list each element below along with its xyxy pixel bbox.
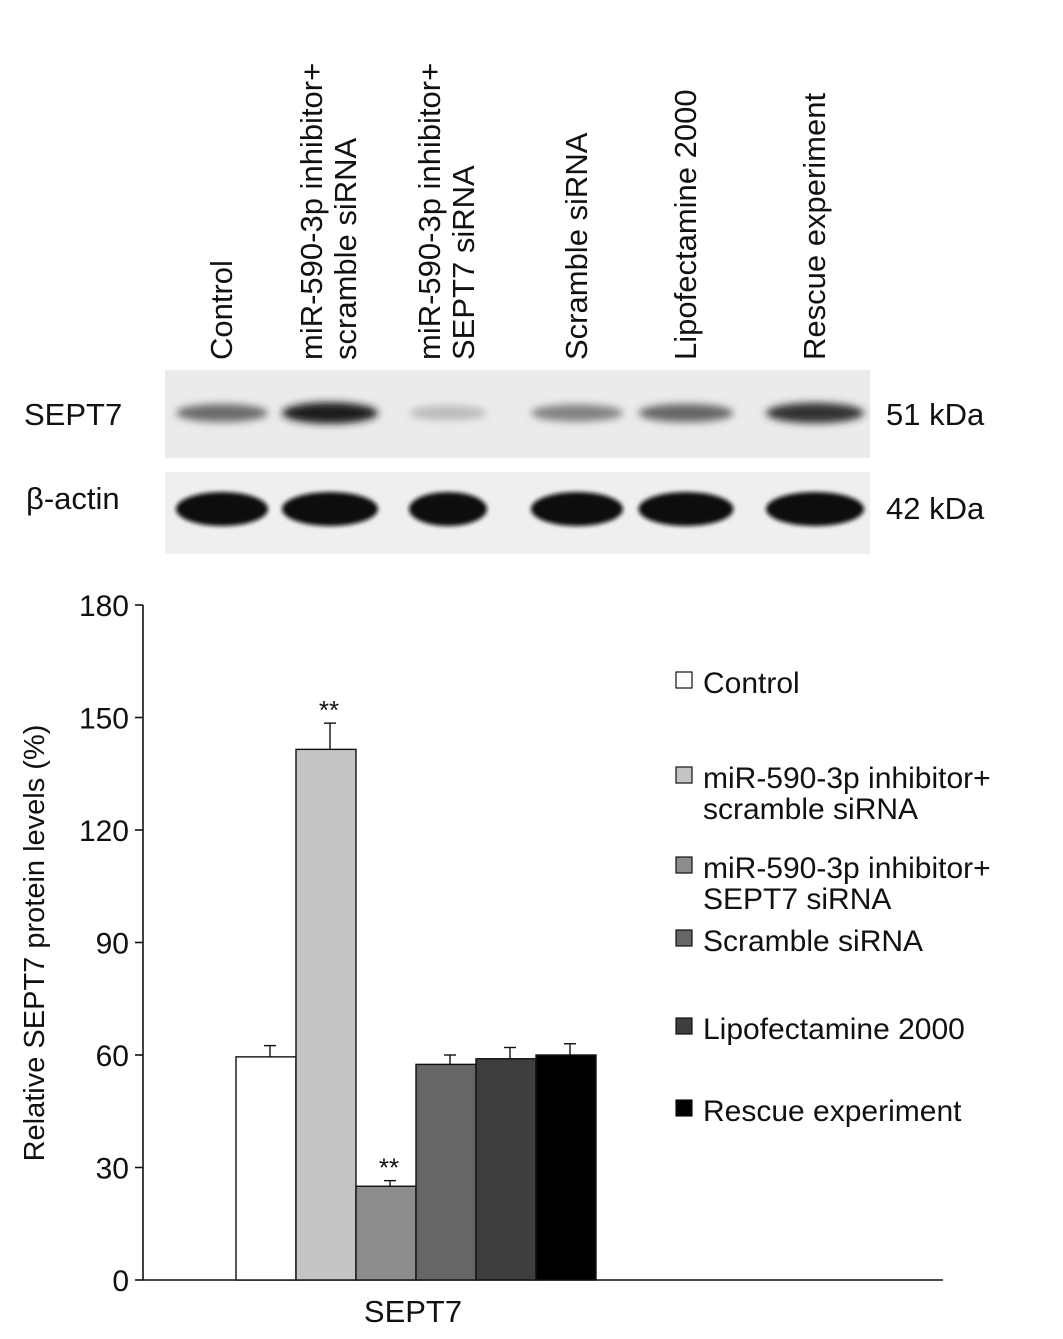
bar bbox=[295, 748, 357, 1281]
legend-swatch bbox=[675, 856, 693, 874]
bar bbox=[475, 1058, 537, 1281]
blot-band bbox=[409, 492, 487, 526]
legend-swatch bbox=[675, 1017, 693, 1035]
legend-label: Rescue experiment bbox=[703, 1095, 962, 1128]
blot-band bbox=[176, 492, 268, 526]
lane-label-line: SEPT7 siRNA bbox=[446, 165, 481, 360]
lane-label: miR-590-3p inhibitor+SEPT7 siRNA bbox=[412, 63, 481, 360]
western-blot: Control miR-590-3p inhibitor+scramble siR… bbox=[24, 63, 985, 554]
blot-row-label-sept7: SEPT7 bbox=[24, 397, 122, 432]
blot-size-actin: 42 kDa bbox=[886, 491, 985, 526]
significance-marker: ** bbox=[319, 695, 339, 725]
blot-band bbox=[409, 405, 487, 421]
sept7-membrane bbox=[165, 370, 870, 458]
legend-label: miR-590-3p inhibitor+ bbox=[703, 762, 991, 795]
bar bbox=[235, 1056, 297, 1281]
blot-band bbox=[766, 492, 864, 526]
y-tick-label: 0 bbox=[112, 1265, 129, 1298]
legend-label: Control bbox=[703, 667, 800, 700]
lane-label: miR-590-3p inhibitor+scramble siRNA bbox=[294, 63, 363, 360]
bars: ** ** bbox=[235, 695, 597, 1281]
lane-labels: Control miR-590-3p inhibitor+scramble siR… bbox=[204, 63, 832, 360]
lane-label: Scramble siRNA bbox=[559, 132, 594, 360]
lane-label: Control bbox=[204, 260, 239, 360]
blot-band bbox=[176, 403, 268, 423]
lane-label-line: Scramble siRNA bbox=[559, 132, 594, 360]
bar bbox=[535, 1054, 597, 1281]
legend-label: scramble siRNA bbox=[703, 793, 918, 826]
blot-size-sept7: 51 kDa bbox=[886, 397, 985, 432]
lane-label-line: miR-590-3p inhibitor+ bbox=[412, 63, 447, 360]
significance-marker: ** bbox=[379, 1153, 399, 1183]
y-axis-label: Relative SEPT7 protein levels (%) bbox=[19, 725, 51, 1162]
lane-label: Lipofectamine 2000 bbox=[668, 89, 703, 360]
lane-label: Rescue experiment bbox=[797, 93, 832, 360]
blot-band bbox=[766, 402, 864, 424]
bar bbox=[355, 1185, 417, 1281]
y-tick-label: 60 bbox=[96, 1040, 129, 1073]
legend-label: SEPT7 siRNA bbox=[703, 883, 891, 916]
legend-label: miR-590-3p inhibitor+ bbox=[703, 852, 991, 885]
blot-band bbox=[282, 492, 378, 526]
legend-label: Lipofectamine 2000 bbox=[703, 1013, 965, 1046]
y-tick-label: 150 bbox=[79, 703, 129, 736]
blot-bands bbox=[176, 402, 864, 526]
blot-band bbox=[638, 492, 734, 526]
legend-swatch bbox=[675, 671, 693, 689]
bar-chart: 0 30 60 90 120 150 180 Relative SEPT7 protein … bbox=[19, 590, 991, 1329]
blot-band bbox=[638, 403, 734, 423]
actin-membrane bbox=[165, 472, 870, 554]
blot-band bbox=[282, 402, 378, 424]
legend-swatch bbox=[675, 766, 693, 784]
bar bbox=[415, 1063, 477, 1281]
y-tick-label: 30 bbox=[96, 1153, 129, 1186]
lane-label-line: Lipofectamine 2000 bbox=[668, 89, 703, 360]
lane-label-line: scramble siRNA bbox=[328, 137, 363, 360]
y-ticks: 0 30 60 90 120 150 180 bbox=[79, 590, 143, 1298]
y-tick-label: 180 bbox=[79, 590, 129, 623]
y-tick-label: 90 bbox=[96, 928, 129, 961]
lane-label-line: miR-590-3p inhibitor+ bbox=[294, 63, 329, 360]
lane-label-line: Rescue experiment bbox=[797, 93, 832, 360]
x-category-label: SEPT7 bbox=[364, 1294, 462, 1329]
blot-band bbox=[531, 404, 623, 422]
legend-swatch bbox=[675, 929, 693, 947]
legend-label: Scramble siRNA bbox=[703, 925, 923, 958]
legend-swatch bbox=[675, 1099, 693, 1117]
blot-row-label-actin: β-actin bbox=[26, 481, 120, 516]
blot-band bbox=[531, 492, 623, 526]
lane-label-line: Control bbox=[204, 260, 239, 360]
y-tick-label: 120 bbox=[79, 815, 129, 848]
